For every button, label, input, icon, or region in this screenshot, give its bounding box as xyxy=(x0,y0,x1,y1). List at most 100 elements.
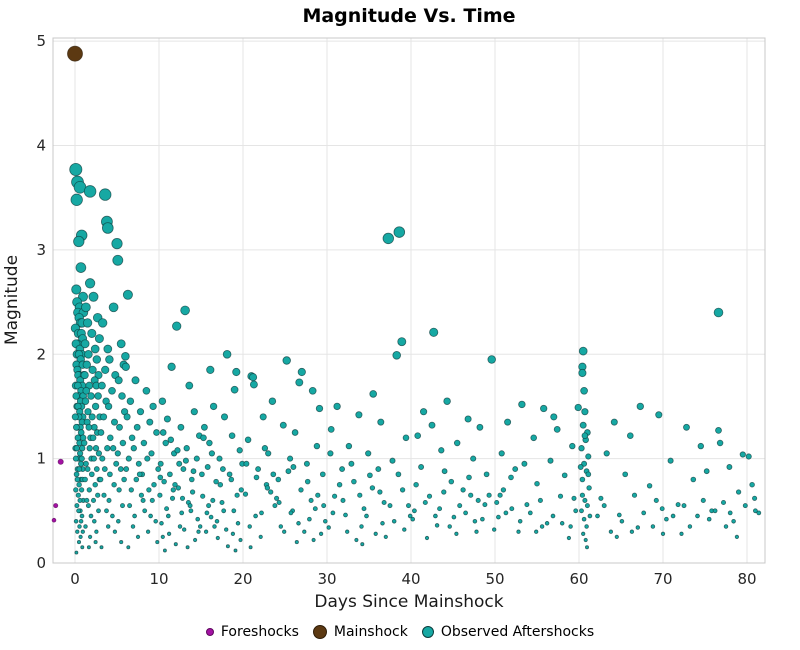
aftershock-point xyxy=(196,529,201,534)
aftershock-point xyxy=(579,508,584,514)
aftershock-point xyxy=(395,471,402,478)
aftershock-point xyxy=(231,508,237,514)
aftershock-point xyxy=(69,162,83,177)
aftershock-point xyxy=(189,476,195,483)
aftershock-point xyxy=(203,529,209,534)
aftershock-point xyxy=(75,262,87,273)
aftershock-point xyxy=(155,466,162,473)
aftershock-point xyxy=(100,413,108,421)
aftershock-point xyxy=(703,468,710,475)
aftershock-point xyxy=(228,476,235,483)
aftershock-point xyxy=(86,445,93,452)
aftershock-point xyxy=(307,516,312,522)
aftershock-point xyxy=(561,472,568,479)
aftershock-point xyxy=(197,524,203,529)
foreshock-point xyxy=(57,458,64,465)
aftershock-point xyxy=(742,503,748,509)
aftershock-point xyxy=(249,380,258,389)
aftershock-point xyxy=(264,485,271,491)
aftershock-point xyxy=(174,447,181,454)
aftershock-point xyxy=(238,487,244,493)
aftershock-point xyxy=(486,492,492,498)
aftershock-point xyxy=(327,425,335,433)
aftershock-point xyxy=(70,193,83,206)
aftershock-point xyxy=(222,349,232,359)
aftershock-point xyxy=(464,415,472,423)
aftershock-point xyxy=(752,495,758,501)
aftershock-point xyxy=(622,471,629,478)
aftershock-point xyxy=(365,450,372,457)
aftershock-point xyxy=(88,471,95,478)
aftershock-point xyxy=(72,423,80,431)
aftershock-point xyxy=(429,327,439,337)
aftershock-point xyxy=(206,503,212,509)
aftershock-point xyxy=(667,457,674,464)
aftershock-point xyxy=(200,434,207,442)
aftershock-point xyxy=(133,423,141,431)
aftershock-point xyxy=(351,478,357,485)
aftershock-point xyxy=(340,497,346,503)
aftershock-point xyxy=(402,434,410,442)
aftershock-point xyxy=(411,508,417,514)
aftershock-point xyxy=(712,508,718,514)
aftershock-point xyxy=(259,510,264,516)
aftershock-point xyxy=(369,485,376,491)
aftershock-point xyxy=(274,495,280,501)
aftershock-point xyxy=(149,402,157,411)
aftershock-point xyxy=(468,492,474,498)
aftershock-point xyxy=(217,481,224,488)
aftershock-point xyxy=(230,531,236,536)
aftershock-point xyxy=(121,352,130,361)
aftershock-point xyxy=(297,367,306,377)
aftershock-point xyxy=(136,408,145,416)
aftershock-point xyxy=(735,489,742,495)
aftershock-point xyxy=(364,513,369,519)
aftershock-point xyxy=(148,513,153,519)
aftershock-point xyxy=(382,232,394,245)
aftershock-point xyxy=(695,513,700,519)
aftershock-point xyxy=(681,503,687,509)
aftershock-point xyxy=(188,508,194,514)
aftershock-point xyxy=(212,524,217,529)
aftershocks-marker-icon xyxy=(421,626,434,638)
aftershock-point xyxy=(75,492,81,498)
mainshock-marker-icon xyxy=(312,625,327,639)
aftershock-point xyxy=(144,455,151,462)
aftershock-point xyxy=(636,402,644,411)
aftershock-point xyxy=(94,334,104,344)
aftershock-point xyxy=(406,503,411,509)
aftershock-point xyxy=(321,503,327,509)
y-tick-label: 5 xyxy=(36,32,46,50)
aftershock-point xyxy=(428,421,436,429)
aftershock-point xyxy=(608,529,614,534)
aftershock-point xyxy=(498,450,505,457)
aftershock-point xyxy=(568,524,573,529)
x-tick-label: 80 xyxy=(737,570,756,588)
aftershock-point xyxy=(298,487,304,493)
aftershock-point xyxy=(138,492,145,498)
aftershock-point xyxy=(111,481,117,488)
aftershock-point xyxy=(127,503,133,509)
aftershock-point xyxy=(232,367,241,377)
aftershock-point xyxy=(195,516,201,522)
aftershock-point xyxy=(105,355,114,364)
aftershock-point xyxy=(149,497,155,503)
aftershock-point xyxy=(88,291,99,302)
aftershock-point xyxy=(206,365,215,375)
aftershock-point xyxy=(113,460,120,467)
y-tick-label: 1 xyxy=(36,450,46,468)
legend-label-mainshock: Mainshock xyxy=(333,624,408,640)
aftershock-point xyxy=(261,445,269,452)
aftershock-point xyxy=(84,278,96,289)
aftershock-point xyxy=(581,516,587,522)
aftershock-point xyxy=(650,524,656,529)
aftershock-point xyxy=(497,492,503,498)
aftershock-point xyxy=(571,495,577,501)
aftershock-point xyxy=(243,460,250,467)
aftershock-point xyxy=(145,529,151,534)
aftershock-point xyxy=(107,471,113,478)
aftershock-point xyxy=(278,524,284,529)
legend-label-aftershocks: Observed Aftershocks xyxy=(440,624,595,640)
aftershock-point xyxy=(375,466,382,473)
aftershock-point xyxy=(90,344,100,354)
